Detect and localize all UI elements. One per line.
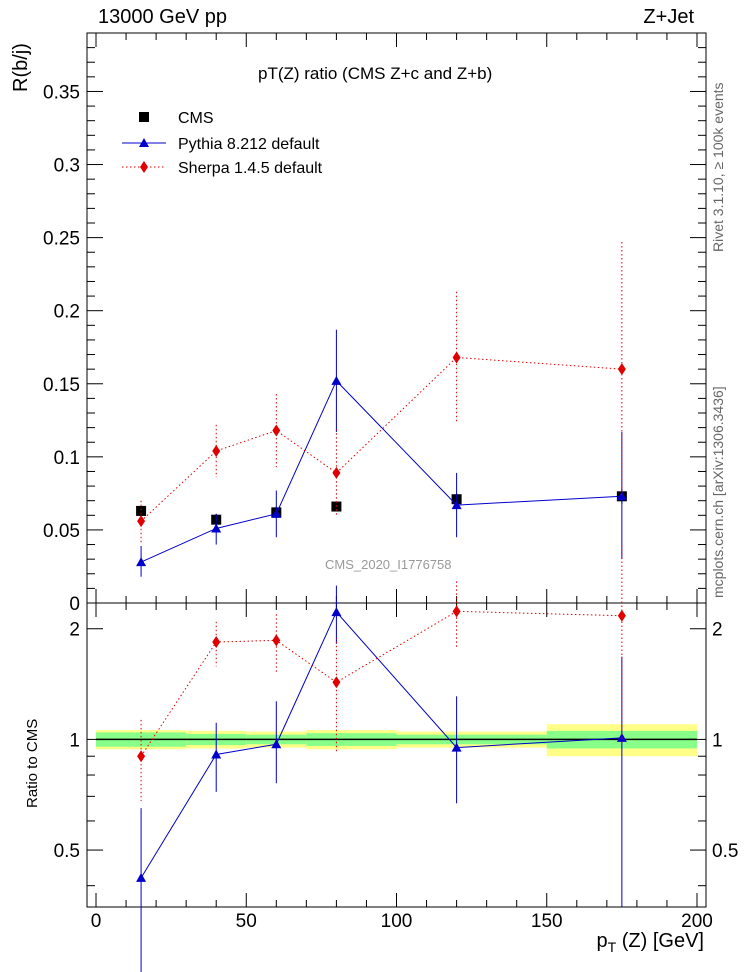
energy-label: 13000 GeV pp	[98, 6, 227, 28]
legend-marker	[140, 161, 148, 173]
data-point	[451, 742, 462, 752]
main-sherpa-1-4-5-default	[137, 242, 626, 544]
mcplots-reference-label: mcplots.cern.ch [arXiv:1306.3436]	[710, 386, 726, 598]
x-axis-label: pT (Z) [GeV]	[596, 930, 704, 955]
y-tick-label: 0.2	[54, 302, 80, 323]
data-point	[136, 872, 147, 882]
process-label: Z+Jet	[643, 6, 694, 28]
y-tick-label: 0.3	[54, 156, 80, 177]
y-tick-label-right: 1	[712, 730, 723, 751]
data-point	[271, 739, 282, 749]
data-point	[452, 605, 461, 618]
y-tick-label: 0.5	[54, 841, 80, 862]
main-cms	[136, 489, 627, 526]
legend-label: Sherpa 1.4.5 default	[178, 160, 323, 177]
data-point	[617, 363, 626, 376]
series-line	[140, 610, 622, 757]
legend-marker	[139, 138, 149, 147]
data-point	[617, 609, 626, 622]
series-line	[140, 611, 622, 879]
rivet-version-label: Rivet 3.1.10, ≥ 100k events	[710, 82, 726, 252]
data-point	[451, 500, 462, 510]
data-point	[616, 491, 627, 501]
data-point	[616, 732, 627, 742]
y-tick-label: 0.35	[43, 82, 80, 103]
y-tick-label-right: 0.5	[712, 841, 738, 862]
data-point	[212, 636, 221, 649]
data-point	[136, 557, 147, 567]
data-point	[331, 375, 342, 385]
data-point	[137, 750, 146, 763]
data-point	[452, 351, 461, 364]
main-pythia-8-212-default	[136, 329, 627, 577]
data-point	[211, 749, 222, 759]
data-point	[212, 445, 221, 457]
data-point	[136, 505, 147, 516]
y-tick-label: 0.25	[43, 229, 80, 250]
y-tick-label-right: 2	[712, 620, 723, 641]
data-series	[136, 242, 627, 972]
plot-title: pT(Z) ratio (CMS Z+c and Z+b)	[258, 64, 493, 83]
x-tick-label: 50	[236, 911, 257, 932]
y-tick-label: 0.05	[43, 521, 80, 542]
ratio-y-axis-label: Ratio to CMS	[24, 718, 41, 808]
analysis-watermark: CMS_2020_I1776758	[325, 557, 452, 572]
legend-label: CMS	[178, 110, 214, 127]
ratio-uncertainty-bands	[96, 724, 697, 757]
data-point	[332, 466, 341, 479]
data-point	[332, 676, 341, 689]
legend: CMS Pythia 8.212 default Sherpa 1.4.5 defa…	[122, 110, 323, 177]
y-tick-label: 2	[69, 620, 80, 641]
data-point	[211, 523, 222, 533]
axes: 0 50 100 150 200 0 0.05 0.1 0.15 0.2 0.25 0.3 0.35 0.…	[43, 32, 738, 932]
main-y-axis-label: R(b/j)	[10, 43, 32, 92]
x-tick-label: 100	[381, 911, 413, 932]
legend-marker	[139, 112, 149, 122]
data-point	[272, 634, 281, 647]
y-tick-label: 1	[69, 730, 80, 751]
data-point	[272, 424, 281, 437]
x-tick-label: 150	[531, 911, 563, 932]
ratio-sherpa-1-4-5-default	[137, 545, 626, 801]
data-point	[271, 508, 282, 518]
y-tick-label: 0.1	[54, 448, 80, 469]
y-tick-label: 0	[69, 594, 80, 615]
data-point	[331, 607, 342, 617]
series-line	[140, 379, 622, 563]
legend-label: Pythia 8.212 default	[178, 136, 320, 153]
y-tick-label: 0.15	[43, 375, 80, 396]
x-tick-label: 200	[681, 911, 713, 932]
x-tick-label: 0	[91, 911, 102, 932]
data-point	[137, 515, 146, 528]
series-line	[140, 356, 622, 522]
